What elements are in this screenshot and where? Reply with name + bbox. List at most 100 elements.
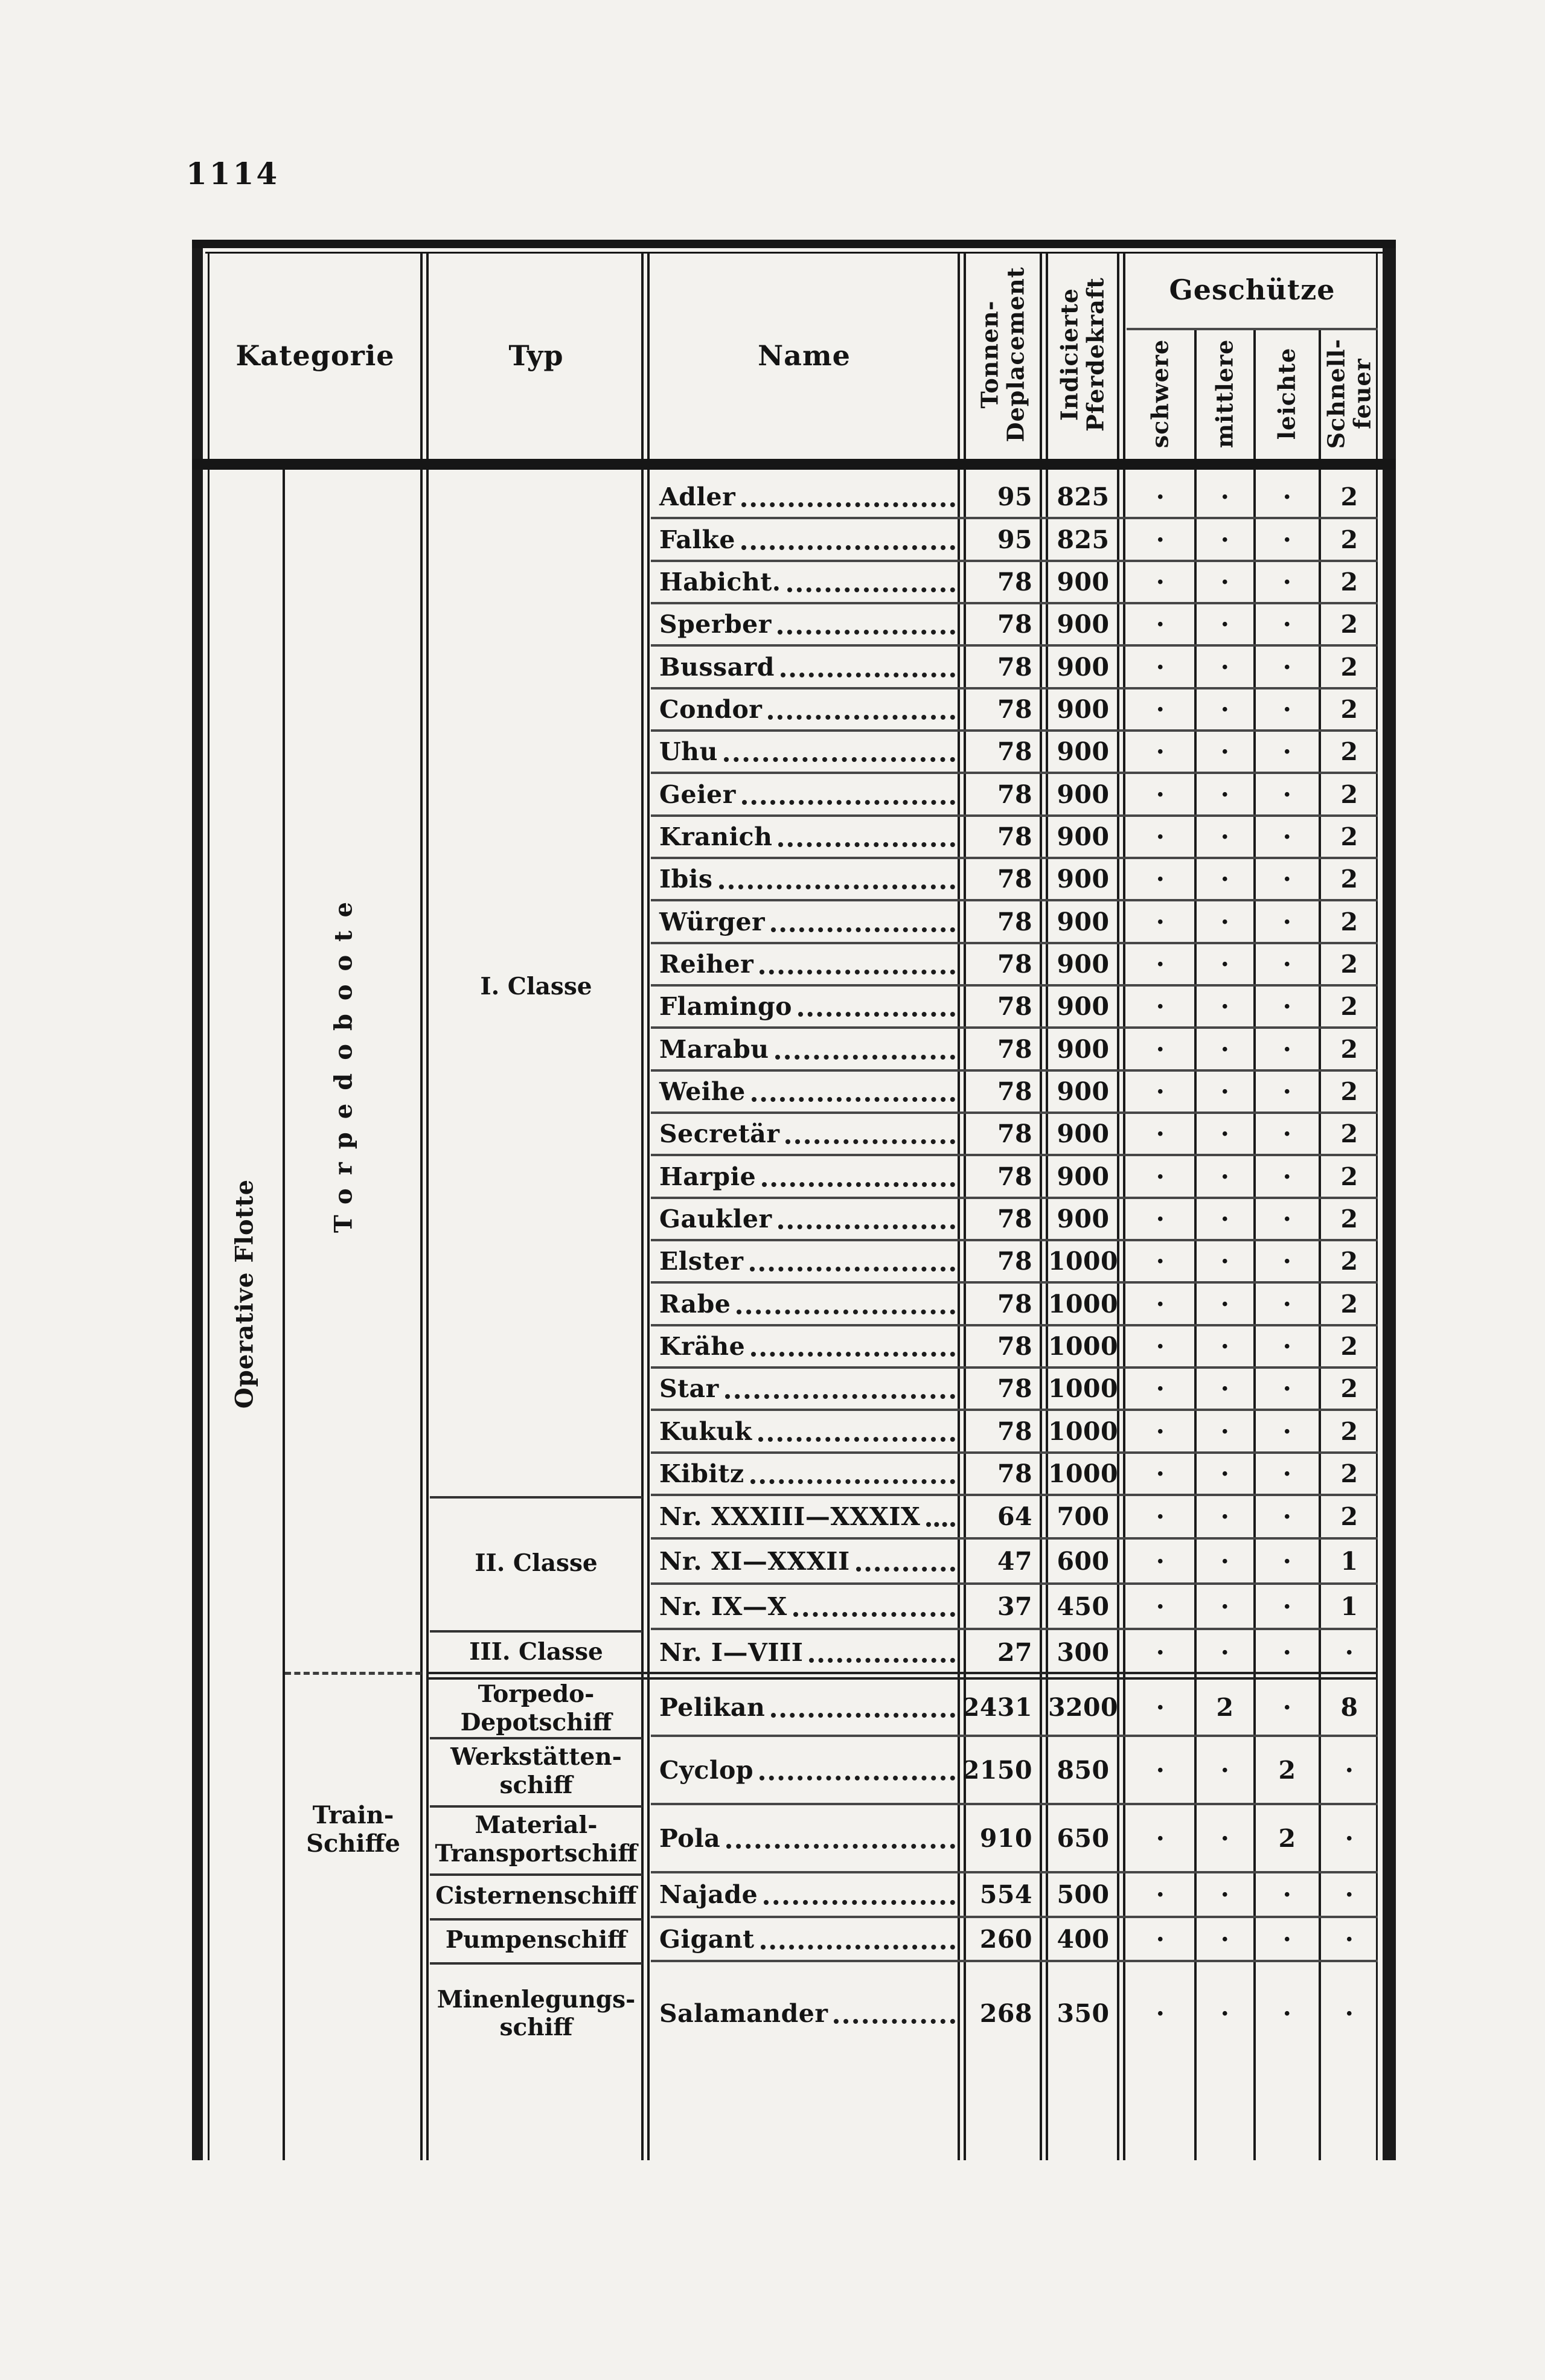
typ-section-divider <box>430 1630 642 1633</box>
table-row: Star 78 1000 · · · 2 <box>651 1369 1378 1411</box>
cell-l: · <box>1282 1119 1292 1148</box>
dotted-leader <box>778 842 955 847</box>
cell-sf: 2 <box>1340 865 1358 894</box>
cell-s: · <box>1156 737 1165 766</box>
table-row: Krähe 78 1000 · · · 2 <box>651 1326 1378 1369</box>
cell-tons: 78 <box>997 652 1032 682</box>
ship-name: Cyclop <box>659 1755 754 1785</box>
dotted-leader <box>718 885 955 889</box>
grid-line-horizontal <box>192 459 1396 470</box>
typ-section-divider <box>430 1962 642 1965</box>
table-row: Kukuk 78 1000 · · · 2 <box>651 1411 1378 1454</box>
cell-l: · <box>1282 1692 1292 1722</box>
cell-tons: 910 <box>979 1823 1032 1853</box>
cell-ps: 700 <box>1057 1502 1110 1531</box>
kategorie-label-train-schiffe: Train- Schiffe <box>306 1800 400 1858</box>
cell-m: · <box>1220 1546 1230 1576</box>
ship-name: Condor <box>659 695 763 724</box>
grid-line-vertical <box>1383 240 1396 2160</box>
dotted-leader <box>764 1900 955 1905</box>
cell-l: · <box>1282 1077 1292 1106</box>
table-row: Harpie 78 900 · · · 2 <box>651 1156 1378 1199</box>
cell-ps: 900 <box>1057 865 1110 894</box>
cell-tons: 78 <box>997 950 1032 979</box>
cell-ps: 900 <box>1057 1034 1110 1064</box>
cell-name: Gigant <box>659 1918 958 1960</box>
cell-sf: · <box>1345 1755 1354 1785</box>
cell-m: · <box>1220 1289 1230 1319</box>
cell-name: Pola <box>659 1805 958 1871</box>
cell-tons: 27 <box>997 1637 1032 1667</box>
cell-s: · <box>1156 779 1165 809</box>
cell-l: · <box>1282 1502 1292 1531</box>
cell-name: Würger <box>659 901 958 942</box>
cell-ps: 1000 <box>1048 1459 1119 1488</box>
cell-l: · <box>1282 568 1292 597</box>
table-row: Kranich 78 900 · · · 2 <box>651 817 1378 859</box>
table-row: Marabu 78 900 · · · 2 <box>651 1029 1378 1072</box>
dotted-leader <box>741 545 955 550</box>
cell-s: · <box>1156 1637 1165 1667</box>
cell-l: · <box>1282 525 1292 554</box>
column-header-indicierte-pferdekraft: Indicierte Pferdekraft <box>1055 277 1108 432</box>
typ-section-divider <box>430 1737 642 1739</box>
cell-s: · <box>1156 992 1165 1021</box>
column-header-geschuetze: Geschütze <box>1169 274 1335 306</box>
cell-l: · <box>1282 652 1292 682</box>
cell-ps: 900 <box>1057 695 1110 724</box>
dotted-leader <box>760 970 955 974</box>
dotted-leader <box>798 1012 955 1017</box>
cell-m: · <box>1220 822 1230 851</box>
cell-s: · <box>1156 1924 1165 1954</box>
ship-name: Bussard <box>659 652 775 682</box>
ship-name: Kranich <box>659 822 773 851</box>
cell-sf: 2 <box>1340 652 1358 682</box>
table-row: Bussard 78 900 · · · 2 <box>651 647 1378 689</box>
ship-name: Ibis <box>659 865 713 894</box>
cell-s: · <box>1156 907 1165 936</box>
dotted-leader <box>737 1309 955 1314</box>
column-header-schwere: schwere <box>1146 339 1174 449</box>
cell-tons: 47 <box>997 1546 1032 1576</box>
cell-sf: 2 <box>1340 1416 1358 1446</box>
cell-m: · <box>1220 1416 1230 1446</box>
ship-name: Sperber <box>659 610 772 639</box>
grid-line-vertical <box>1194 328 1197 2160</box>
grid-line-horizontal <box>427 1672 1378 1674</box>
cell-sf: 1 <box>1340 1546 1358 1576</box>
ship-name: Harpie <box>659 1162 757 1191</box>
cell-m: · <box>1220 568 1230 597</box>
cell-m: · <box>1220 1924 1230 1954</box>
grid-line-vertical <box>192 240 203 2160</box>
dotted-leader <box>751 1352 955 1357</box>
cell-sf: 2 <box>1340 822 1358 851</box>
cell-l: · <box>1282 779 1292 809</box>
column-header-tonnen-deplacement: Tonnen- Deplacement <box>976 266 1029 443</box>
cell-ps: 825 <box>1057 482 1110 511</box>
cell-m: · <box>1220 610 1230 639</box>
cell-l: 2 <box>1278 1755 1296 1785</box>
cell-name: Falke <box>659 519 958 560</box>
kategorie-label-operative-flotte: Operative Flotte <box>230 1179 259 1409</box>
cell-tons: 268 <box>979 1999 1032 2028</box>
cell-s: · <box>1156 1459 1165 1488</box>
cell-m: · <box>1220 1332 1230 1361</box>
cell-sf: 2 <box>1340 1502 1358 1531</box>
cell-name: Nr. IX—X <box>659 1585 958 1628</box>
cell-ps: 3200 <box>1048 1692 1119 1722</box>
grid-line-vertical <box>283 470 285 2160</box>
cell-name: Krähe <box>659 1326 958 1366</box>
cell-s: · <box>1156 1546 1165 1576</box>
table-row: Pola 910 650 · · 2 · <box>651 1805 1378 1873</box>
table-row: Flamingo 78 900 · · · 2 <box>651 987 1378 1029</box>
cell-ps: 300 <box>1057 1637 1110 1667</box>
dotted-leader <box>760 1944 955 1950</box>
table-row: Geier 78 900 · · · 2 <box>651 774 1378 817</box>
cell-m: · <box>1220 1162 1230 1191</box>
cell-tons: 78 <box>997 822 1032 851</box>
cell-tons: 260 <box>979 1924 1032 1954</box>
cell-name: Gaukler <box>659 1199 958 1239</box>
cell-s: · <box>1156 865 1165 894</box>
cell-sf: 2 <box>1340 610 1358 639</box>
table-row: Uhu 78 900 · · · 2 <box>651 732 1378 774</box>
